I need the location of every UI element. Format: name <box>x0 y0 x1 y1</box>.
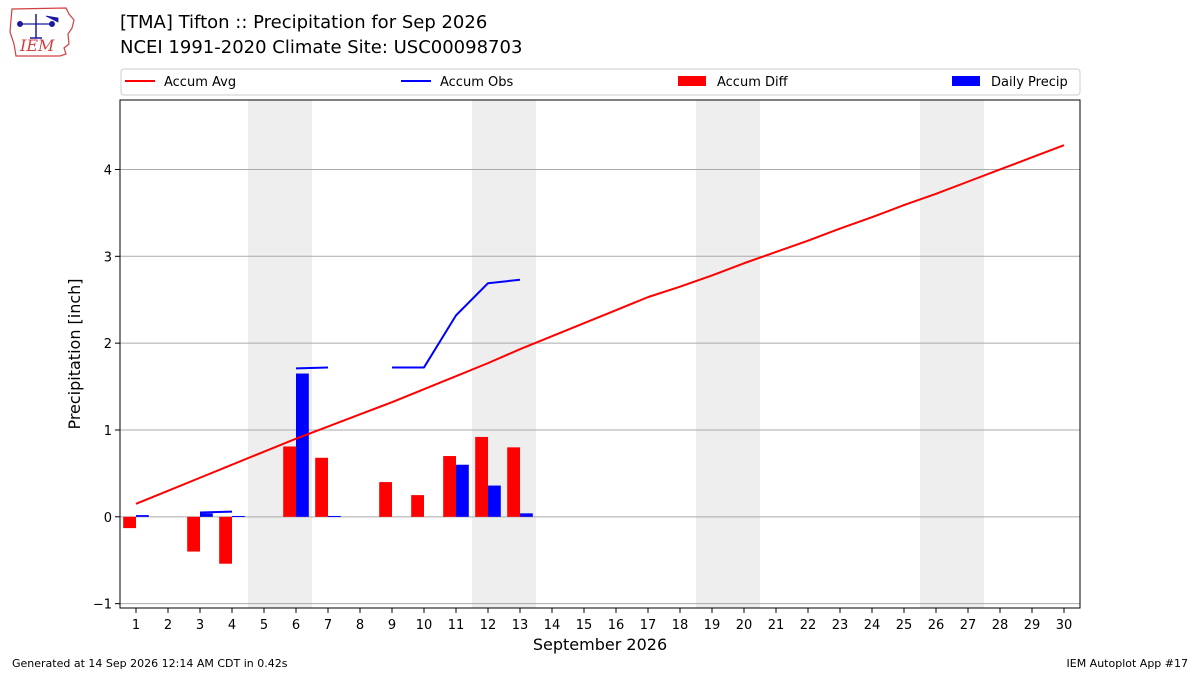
legend-swatch-bar <box>952 76 980 86</box>
accum-avg-line <box>135 144 1065 505</box>
legend[interactable]: Accum Avg Accum Obs Accum Diff Daily Precip <box>120 68 1081 96</box>
x-tick-label: 3 <box>196 618 204 633</box>
plot-frame <box>119 99 1081 609</box>
daily-precip-bar <box>296 373 309 517</box>
x-tick-label: 22 <box>800 618 817 633</box>
accum-obs-line <box>392 278 521 369</box>
x-tick-label: 1 <box>132 618 140 633</box>
x-tick-label: 24 <box>864 618 881 633</box>
x-tick-label: 6 <box>292 618 300 633</box>
x-tick-label: 21 <box>768 618 785 633</box>
legend-label: Accum Avg <box>164 75 236 90</box>
weekend-shade-band <box>472 100 536 608</box>
generated-timestamp: Generated at 14 Sep 2026 12:14 AM CDT in… <box>12 657 288 670</box>
x-tick-label: 10 <box>416 618 433 633</box>
x-tick-label: 26 <box>928 618 945 633</box>
daily-precip-bar <box>488 485 501 517</box>
x-tick-label: 28 <box>992 618 1009 633</box>
bars <box>123 373 533 564</box>
x-tick-label: 20 <box>736 618 753 633</box>
accum-diff-bar <box>123 516 136 529</box>
x-tick-label: 5 <box>260 618 268 633</box>
legend-box <box>120 68 1081 96</box>
weather-station-icon <box>17 14 59 39</box>
daily-precip-bar <box>328 515 341 517</box>
grid-lines <box>120 168 1080 605</box>
daily-precip-bar <box>136 515 149 517</box>
x-tick-label: 17 <box>640 618 657 633</box>
x-tick-label: 13 <box>512 618 529 633</box>
y-tick-label: 0 <box>104 511 112 526</box>
x-tick-label: 29 <box>1024 618 1041 633</box>
x-tick-label: 9 <box>388 618 396 633</box>
x-tick-label: 15 <box>576 618 593 633</box>
accum-diff-bar <box>507 447 520 517</box>
x-tick-label: 18 <box>672 618 689 633</box>
y-tick-label: 3 <box>104 250 112 265</box>
x-tick-label: 8 <box>356 618 364 633</box>
accum-obs-line <box>199 510 233 514</box>
accum-diff-bar <box>475 436 488 517</box>
x-tick-label: 16 <box>608 618 625 633</box>
accum-diff-bar <box>219 516 232 564</box>
weekend-shade-band <box>248 100 312 608</box>
x-tick-label: 25 <box>896 618 913 633</box>
accum-diff-bar <box>315 457 328 517</box>
x-tick-label: 30 <box>1056 618 1073 633</box>
daily-precip-bar <box>232 515 245 517</box>
accum-diff-bar <box>283 446 296 517</box>
weekend-shading <box>248 100 984 608</box>
y-axis-label: Precipitation [inch] <box>65 278 84 429</box>
daily-precip-bar <box>200 513 213 517</box>
iem-logo-text: IEM <box>19 36 55 55</box>
x-tick-label: 14 <box>544 618 561 633</box>
legend-label: Accum Obs <box>440 75 513 90</box>
x-tick-label: 7 <box>324 618 332 633</box>
accum-diff-bar <box>379 482 392 517</box>
chart-title: [TMA] Tifton :: Precipitation for Sep 20… <box>120 12 488 33</box>
accum-diff-bar <box>187 516 200 552</box>
app-credit: IEM Autoplot App #17 <box>1066 657 1189 670</box>
y-tick-label: 1 <box>104 424 112 439</box>
x-tick-label: 11 <box>448 618 465 633</box>
legend-swatch-bar <box>678 76 706 86</box>
x-axis-label: September 2026 <box>533 635 667 654</box>
weekend-shade-band <box>696 100 760 608</box>
x-tick-label: 2 <box>164 618 172 633</box>
legend-label: Accum Diff <box>717 75 789 90</box>
weekend-shade-band <box>920 100 984 608</box>
daily-precip-bar <box>520 513 533 517</box>
x-tick-label: 12 <box>480 618 497 633</box>
chart-subtitle: NCEI 1991-2020 Climate Site: USC00098703 <box>120 37 523 58</box>
iem-logo: IEM <box>9 7 75 57</box>
y-tick-label: −1 <box>93 598 112 613</box>
y-tick-label: 4 <box>104 163 112 178</box>
x-tick-label: 19 <box>704 618 721 633</box>
x-tick-label: 4 <box>228 618 236 633</box>
accum-diff-bar <box>411 495 424 517</box>
x-tick-label: 23 <box>832 618 849 633</box>
accum-diff-bar <box>443 456 456 517</box>
legend-label: Daily Precip <box>991 75 1068 90</box>
y-tick-label: 2 <box>104 337 112 352</box>
lines <box>135 144 1065 514</box>
accum-obs-line <box>295 366 329 370</box>
x-tick-label: 27 <box>960 618 977 633</box>
iowa-state-outline <box>9 7 75 57</box>
daily-precip-bar <box>456 464 469 517</box>
